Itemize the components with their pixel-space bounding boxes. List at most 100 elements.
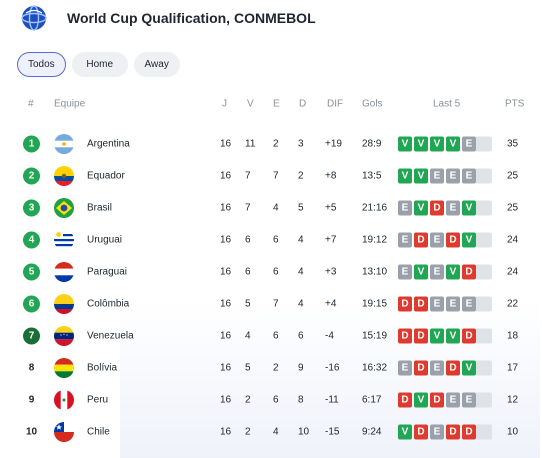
lost-cell: 2 bbox=[298, 170, 304, 182]
team-name[interactable]: Venezuela bbox=[87, 330, 134, 342]
last5-result: E bbox=[430, 296, 444, 312]
points-cell: 25 bbox=[507, 170, 519, 182]
last5-result: V bbox=[414, 136, 428, 152]
points-cell: 10 bbox=[507, 426, 519, 438]
last5-result: D bbox=[446, 424, 460, 440]
team-name[interactable]: Chile bbox=[87, 426, 110, 438]
played-cell: 16 bbox=[220, 202, 232, 214]
team-name[interactable]: Colômbia bbox=[87, 298, 130, 310]
col-team-header: Equipe bbox=[54, 98, 86, 110]
last5-tail bbox=[476, 392, 492, 408]
diff-cell: -16 bbox=[325, 362, 340, 374]
table-header: # Equipe J V E D DIF Gols Last 5 PTS bbox=[0, 93, 542, 115]
venezuela-flag-icon bbox=[54, 326, 74, 346]
rank-badge: 2 bbox=[23, 167, 40, 185]
played-cell: 16 bbox=[220, 394, 232, 406]
chile-flag-icon bbox=[54, 422, 74, 442]
goals-cell: 9:24 bbox=[362, 426, 382, 438]
last5-result: V bbox=[414, 168, 428, 184]
last5-result: E bbox=[398, 200, 412, 216]
ecuador-flag-icon bbox=[54, 166, 74, 186]
team-name[interactable]: Equador bbox=[87, 170, 125, 182]
team-name[interactable]: Peru bbox=[87, 394, 109, 406]
played-cell: 16 bbox=[220, 330, 232, 342]
last5-result: E bbox=[398, 360, 412, 376]
points-cell: 12 bbox=[507, 394, 519, 406]
goals-cell: 13:10 bbox=[362, 266, 388, 278]
last5-result: V bbox=[430, 136, 444, 152]
drawn-cell: 6 bbox=[273, 394, 279, 406]
diff-cell: +19 bbox=[325, 138, 342, 150]
goals-cell: 16:32 bbox=[362, 362, 388, 374]
tab-todos[interactable]: Todos bbox=[17, 52, 66, 77]
team-name[interactable]: Uruguai bbox=[87, 234, 123, 246]
drawn-cell: 6 bbox=[273, 330, 279, 342]
won-cell: 6 bbox=[245, 234, 251, 246]
last5-result: V bbox=[430, 328, 444, 344]
tab-away[interactable]: Away bbox=[133, 52, 180, 77]
rank-badge: 10 bbox=[25, 426, 38, 438]
team-name[interactable]: Paraguai bbox=[87, 266, 128, 278]
won-cell: 5 bbox=[245, 362, 251, 374]
won-cell: 7 bbox=[245, 170, 251, 182]
last5-result: E bbox=[398, 232, 412, 248]
last5-result: D bbox=[430, 392, 444, 408]
last5-result: D bbox=[414, 328, 428, 344]
lost-cell: 4 bbox=[298, 266, 304, 278]
team-name[interactable]: Bolívia bbox=[87, 362, 118, 374]
last5-result: E bbox=[430, 264, 444, 280]
last5-result: V bbox=[414, 264, 428, 280]
rank-badge: 9 bbox=[28, 394, 35, 406]
played-cell: 16 bbox=[220, 266, 232, 278]
last5-result: E bbox=[446, 168, 460, 184]
team-name[interactable]: Argentina bbox=[87, 138, 130, 150]
points-cell: 25 bbox=[507, 202, 519, 214]
last5-result: E bbox=[430, 168, 444, 184]
brazil-flag-icon bbox=[54, 198, 74, 218]
last5-result: E bbox=[446, 296, 460, 312]
last5-result: V bbox=[462, 200, 476, 216]
filter-tabs: Todos Home Away bbox=[17, 52, 180, 77]
points-cell: 24 bbox=[507, 266, 519, 278]
rank-badge: 7 bbox=[23, 327, 40, 345]
last5-tail bbox=[476, 424, 492, 440]
drawn-cell: 4 bbox=[273, 202, 279, 214]
rank-badge: 5 bbox=[23, 263, 40, 281]
lost-cell: 5 bbox=[298, 202, 304, 214]
points-cell: 18 bbox=[507, 330, 519, 342]
won-cell: 4 bbox=[245, 330, 251, 342]
col-last5-header: Last 5 bbox=[433, 98, 461, 110]
last5-result: E bbox=[462, 136, 476, 152]
last5-result: E bbox=[430, 424, 444, 440]
last5-tail bbox=[476, 296, 492, 312]
played-cell: 16 bbox=[220, 138, 232, 150]
diff-cell: +3 bbox=[325, 266, 337, 278]
points-cell: 35 bbox=[507, 138, 519, 150]
uruguay-flag-icon bbox=[54, 230, 74, 250]
rank-badge: 1 bbox=[23, 135, 40, 153]
won-cell: 2 bbox=[245, 426, 251, 438]
diff-cell: +7 bbox=[325, 234, 337, 246]
last5-result: E bbox=[446, 200, 460, 216]
rank-badge: 4 bbox=[23, 231, 40, 249]
team-name[interactable]: Brasil bbox=[87, 202, 113, 214]
tab-home[interactable]: Home bbox=[71, 52, 128, 77]
diff-cell: -11 bbox=[325, 394, 339, 406]
col-diff-header: DIF bbox=[327, 98, 344, 110]
last5-tail bbox=[476, 136, 492, 152]
